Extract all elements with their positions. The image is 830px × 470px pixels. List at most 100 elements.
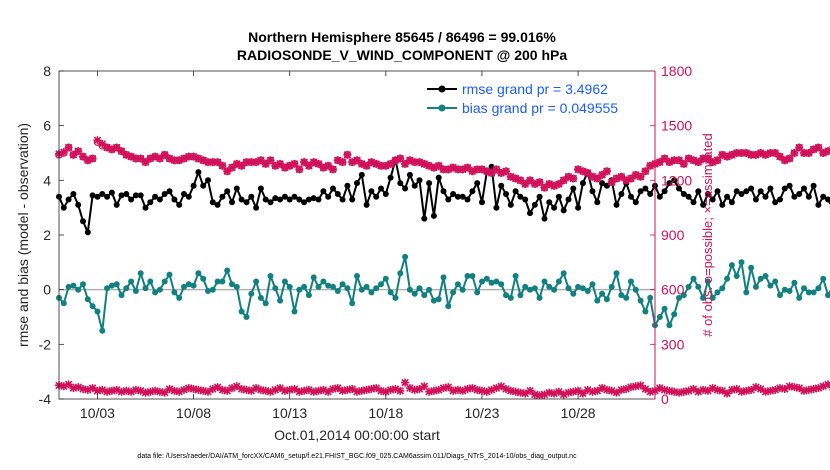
obs-assimilated-point xyxy=(425,387,434,396)
obs-assimilated-point xyxy=(391,384,400,393)
obs-assimilated-point xyxy=(175,156,184,165)
obs-assimilated-point xyxy=(338,386,347,395)
obs-assimilated-point xyxy=(535,178,544,187)
series-point-0 xyxy=(406,171,413,178)
obs-assimilated-point xyxy=(511,387,520,396)
obs-assimilated-point xyxy=(189,384,198,393)
obs-assimilated-point xyxy=(290,159,299,168)
series-point-0 xyxy=(70,191,77,197)
obs-assimilated-point xyxy=(194,385,203,394)
series-point-0 xyxy=(200,182,207,189)
obs-assimilated-point xyxy=(737,387,746,396)
obs-assimilated-point xyxy=(381,387,390,396)
series-point-0 xyxy=(680,191,687,197)
obs-assimilated-point xyxy=(468,167,477,176)
series-4 xyxy=(55,378,830,400)
obs-assimilated-point xyxy=(607,178,616,187)
series-point-0 xyxy=(642,185,649,192)
series-point-1 xyxy=(767,282,774,289)
series-point-0 xyxy=(450,191,457,197)
series-point-1 xyxy=(392,294,399,301)
series-point-0 xyxy=(267,199,274,206)
y-right-tick-label: 300 xyxy=(661,336,685,352)
series-point-0 xyxy=(147,199,154,206)
series-point-0 xyxy=(334,191,341,197)
obs-assimilated-point xyxy=(314,159,323,168)
series-point-1 xyxy=(541,278,548,285)
obs-assimilated-point xyxy=(545,388,554,397)
series-point-0 xyxy=(666,180,673,187)
series-point-1 xyxy=(402,253,409,260)
series-point-1 xyxy=(560,270,567,277)
obs-assimilated-point xyxy=(602,167,611,176)
series-point-0 xyxy=(815,201,822,208)
obs-assimilated-point xyxy=(631,170,640,179)
obs-assimilated-point xyxy=(300,386,309,395)
obs-assimilated-point xyxy=(641,384,650,393)
obs-assimilated-point xyxy=(540,183,549,192)
series-point-1 xyxy=(805,289,812,296)
obs-assimilated-point xyxy=(184,384,193,393)
obs-assimilated-point xyxy=(232,159,241,168)
obs-assimilated-point xyxy=(309,387,318,396)
series-point-1 xyxy=(301,283,308,290)
obs-assimilated-point xyxy=(631,382,640,391)
obs-assimilated-point xyxy=(189,152,198,161)
obs-assimilated-point xyxy=(343,150,352,159)
obs-assimilated-point xyxy=(367,384,376,393)
series-point-1 xyxy=(354,273,360,279)
obs-assimilated-point xyxy=(535,391,544,400)
obs-assimilated-point xyxy=(751,150,760,159)
obs-assimilated-point xyxy=(304,385,313,394)
obs-assimilated-point xyxy=(751,383,760,392)
series-point-1 xyxy=(810,289,817,296)
series-point-1 xyxy=(123,285,130,292)
series-point-1 xyxy=(214,278,221,285)
obs-assimilated-point xyxy=(112,143,121,152)
obs-assimilated-point xyxy=(160,388,169,397)
obs-assimilated-point xyxy=(151,152,160,161)
obs-assimilated-point xyxy=(482,167,491,176)
obs-assimilated-point xyxy=(453,385,462,394)
series-point-0 xyxy=(104,193,111,200)
obs-assimilated-point xyxy=(703,386,712,395)
series-point-1 xyxy=(181,283,187,290)
series-point-1 xyxy=(522,283,529,290)
obs-assimilated-point xyxy=(122,386,131,395)
series-point-1 xyxy=(464,273,471,279)
obs-assimilated-point xyxy=(362,385,371,394)
obs-assimilated-point xyxy=(213,158,222,167)
series-point-1 xyxy=(704,278,711,285)
series-point-1 xyxy=(387,289,394,296)
obs-assimilated-point xyxy=(612,174,621,183)
obs-assimilated-point xyxy=(353,156,361,165)
obs-assimilated-point xyxy=(588,387,597,396)
series-point-1 xyxy=(738,259,745,266)
obs-assimilated-point xyxy=(727,150,736,159)
chart-title: Northern Hemisphere 85645 / 86496 = 99.0… xyxy=(248,29,556,45)
obs-assimilated-point xyxy=(420,382,429,391)
series-point-0 xyxy=(801,185,807,192)
series-point-1 xyxy=(156,286,163,293)
obs-assimilated-point xyxy=(64,380,73,389)
series-point-1 xyxy=(546,283,553,290)
series-point-0 xyxy=(137,192,144,199)
series-point-1 xyxy=(642,308,649,315)
series-point-0 xyxy=(305,196,312,203)
obs-assimilated-point xyxy=(708,384,717,393)
obs-assimilated-point xyxy=(338,158,347,167)
x-tick-label: 10/18 xyxy=(368,405,403,421)
y-axis-label: rmse and bias (model - observation) xyxy=(15,123,31,347)
obs-assimilated-point xyxy=(256,385,265,394)
obs-assimilated-point xyxy=(348,384,357,393)
obs-assimilated-point xyxy=(679,159,688,168)
obs-assimilated-point xyxy=(665,386,674,395)
series-point-1 xyxy=(75,286,82,293)
obs-assimilated-point xyxy=(146,387,155,396)
series-point-1 xyxy=(176,294,183,301)
obs-assimilated-point xyxy=(256,156,265,165)
series-point-0 xyxy=(229,199,235,206)
series-point-0 xyxy=(647,191,654,197)
obs-assimilated-point xyxy=(223,386,232,395)
obs-assimilated-point xyxy=(218,161,227,170)
